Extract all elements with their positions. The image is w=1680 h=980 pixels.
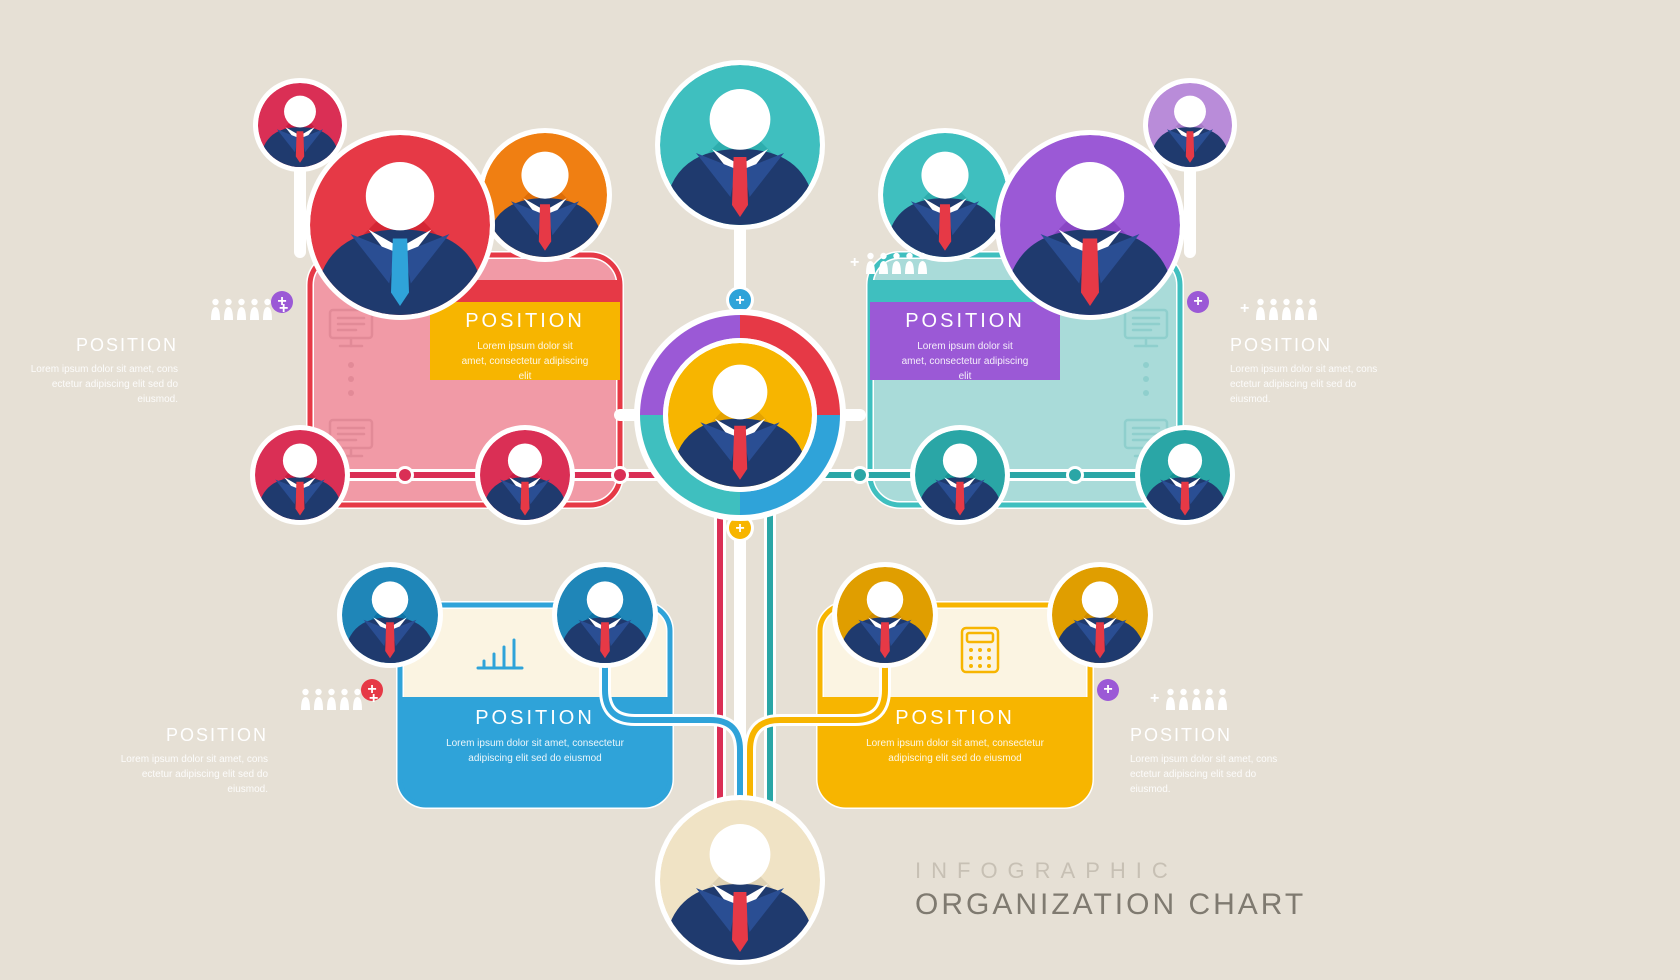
people-row-2: + xyxy=(300,688,378,710)
position-box-bl-title: POSITION xyxy=(400,707,670,730)
people-row-3: + xyxy=(1150,688,1228,710)
svg-text:+: + xyxy=(735,520,744,537)
side-body-tl: Lorem ipsum dolor sit amet, consectetur … xyxy=(0,362,178,407)
footer-kicker: INFOGRAPHIC xyxy=(915,858,1306,884)
position-box-bl: POSITION Lorem ipsum dolor sit amet, con… xyxy=(400,707,670,766)
position-box-br-title: POSITION xyxy=(820,707,1090,730)
org-chart-svg: ++ xyxy=(0,0,1680,980)
side-body-bl: Lorem ipsum dolor sit amet, consectetur … xyxy=(68,752,268,797)
people-row-4: + xyxy=(850,252,928,274)
position-card-right-title: POSITION xyxy=(870,310,1060,333)
position-box-bl-body: Lorem ipsum dolor sit amet, consectetura… xyxy=(400,736,670,766)
position-box-br: POSITION Lorem ipsum dolor sit amet, con… xyxy=(820,707,1090,766)
side-title-tr: POSITION xyxy=(1230,335,1430,356)
people-row-1: + xyxy=(1240,298,1318,320)
footer-main: ORGANIZATION CHART xyxy=(915,888,1306,922)
side-block-tl: POSITION Lorem ipsum dolor sit amet, con… xyxy=(0,335,178,407)
footer-title: INFOGRAPHIC ORGANIZATION CHART xyxy=(915,858,1306,922)
plus-badge-1: + xyxy=(1187,291,1209,313)
background xyxy=(0,0,1680,980)
position-card-left: POSITION Lorem ipsum dolor sitamet, cons… xyxy=(430,310,620,384)
side-title-tl: POSITION xyxy=(0,335,178,356)
svg-text:+: + xyxy=(735,292,744,309)
side-title-bl: POSITION xyxy=(68,725,268,746)
side-body-tr: Lorem ipsum dolor sit amet, consectetur … xyxy=(1230,362,1430,407)
side-body-br: Lorem ipsum dolor sit amet, consectetur … xyxy=(1130,752,1330,797)
side-block-tr: POSITION Lorem ipsum dolor sit amet, con… xyxy=(1230,335,1430,407)
position-card-right: POSITION Lorem ipsum dolor sitamet, cons… xyxy=(870,310,1060,384)
position-card-left-body: Lorem ipsum dolor sitamet, consectetur a… xyxy=(430,339,620,384)
side-block-bl: POSITION Lorem ipsum dolor sit amet, con… xyxy=(68,725,268,797)
plus-badge-3: + xyxy=(1097,679,1119,701)
position-card-left-title: POSITION xyxy=(430,310,620,333)
position-box-br-body: Lorem ipsum dolor sit amet, consectetura… xyxy=(820,736,1090,766)
people-row-0: + xyxy=(210,298,288,320)
position-card-right-body: Lorem ipsum dolor sitamet, consectetur a… xyxy=(870,339,1060,384)
side-block-br: POSITION Lorem ipsum dolor sit amet, con… xyxy=(1130,725,1330,797)
side-title-br: POSITION xyxy=(1130,725,1330,746)
org-chart-stage: ++ POSITION Lorem ipsum dolor sitamet, c… xyxy=(0,0,1680,980)
